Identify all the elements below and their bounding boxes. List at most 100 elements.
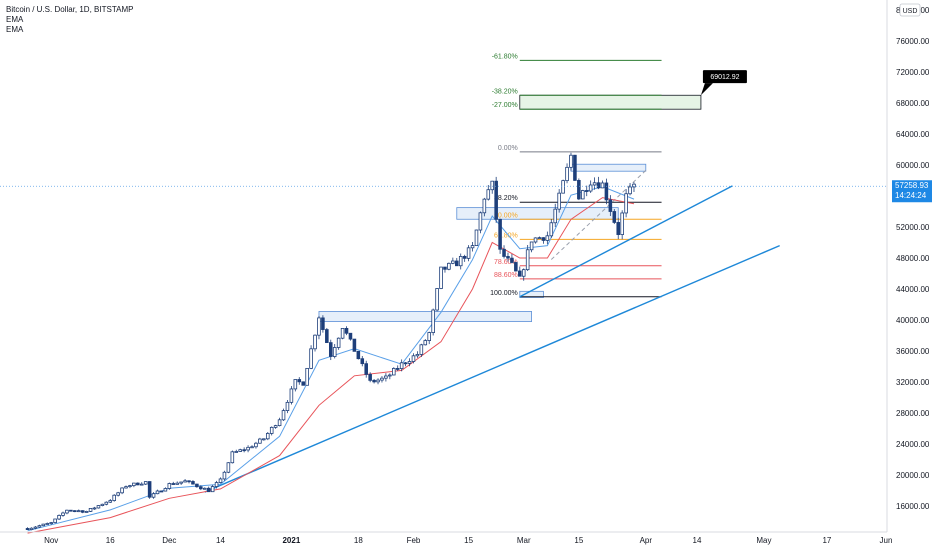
candle	[139, 483, 144, 486]
candle	[25, 528, 30, 530]
callout-pointer	[700, 83, 713, 96]
price-label-box	[892, 180, 932, 203]
candle	[569, 154, 573, 168]
candle	[317, 317, 321, 336]
candle	[391, 368, 396, 376]
target-callout-label: 69012.92	[710, 74, 739, 81]
x-tick-label: Jun	[880, 536, 893, 545]
candle	[206, 487, 211, 493]
candle	[297, 379, 302, 383]
candle	[525, 249, 530, 271]
candle	[466, 247, 471, 259]
candle	[124, 486, 128, 489]
candle	[549, 222, 554, 237]
candle	[360, 358, 365, 365]
candle	[210, 486, 215, 493]
fib-level-label: 50.00%	[494, 212, 518, 219]
candle	[388, 374, 392, 377]
candle	[348, 332, 353, 340]
target-callout-box	[702, 70, 747, 84]
candle	[557, 192, 561, 210]
candle	[73, 510, 77, 513]
candle	[214, 482, 219, 487]
candle	[344, 328, 349, 334]
candle	[600, 182, 605, 189]
candle	[584, 190, 589, 192]
candle	[592, 182, 597, 186]
fib-level-label: 100.00%	[490, 290, 518, 297]
candle	[455, 260, 459, 267]
candle	[33, 526, 38, 529]
y-tick-label: 68000.00	[896, 99, 930, 108]
candle	[143, 481, 148, 485]
candle	[533, 237, 538, 243]
candle	[199, 486, 203, 490]
y-tick-label: 36000.00	[896, 347, 930, 356]
fib-level-label: 88.60%	[494, 272, 518, 279]
candle	[474, 229, 479, 246]
candle	[37, 525, 42, 528]
candle	[313, 334, 317, 350]
candle	[482, 198, 487, 214]
y-tick-label: 44000.00	[896, 285, 930, 294]
x-tick-label: 15	[464, 536, 473, 545]
candle	[608, 199, 613, 212]
candle	[222, 471, 227, 480]
candle	[273, 425, 278, 428]
candle	[451, 260, 455, 264]
candle	[167, 483, 172, 489]
candle	[84, 511, 89, 513]
candle	[340, 328, 345, 339]
candle	[128, 485, 132, 488]
x-tick-label: 16	[106, 536, 115, 545]
candle	[285, 401, 290, 412]
fib-extension-label: -61.80%	[492, 53, 518, 60]
candle	[435, 288, 439, 311]
candle	[265, 433, 270, 440]
candle	[419, 344, 424, 355]
candle	[136, 482, 140, 486]
support-resistance-zone	[570, 163, 647, 172]
candle	[262, 438, 266, 441]
y-tick-label: 32000.00	[896, 378, 930, 387]
candle	[179, 481, 183, 484]
candle	[69, 509, 73, 512]
candle	[447, 262, 451, 270]
candle	[57, 515, 61, 520]
candle	[301, 381, 305, 386]
ema-indicator-2[interactable]: EMA	[6, 25, 24, 34]
candle	[411, 355, 416, 362]
candle	[325, 329, 329, 344]
candle	[616, 222, 621, 235]
candle	[462, 256, 467, 259]
candle	[470, 245, 475, 249]
y-tick-label: 28000.00	[896, 409, 930, 418]
candle	[183, 480, 187, 483]
candle	[518, 270, 522, 277]
fib-level-label: 78.60%	[494, 259, 518, 266]
x-tick-label: Mar	[517, 536, 531, 545]
candle	[305, 367, 309, 386]
candle	[104, 501, 109, 505]
candle	[309, 348, 313, 369]
ema-indicator-1[interactable]: EMA	[6, 15, 24, 24]
y-tick-label: 20000.00	[896, 471, 930, 480]
candle	[151, 493, 156, 498]
candle	[191, 481, 195, 485]
candle	[281, 410, 286, 421]
y-tick-label: 16000.00	[896, 502, 930, 511]
candle	[545, 235, 550, 241]
x-tick-label: 17	[822, 536, 831, 545]
candle	[132, 482, 136, 487]
candle	[514, 262, 518, 272]
y-tick-label: 48000.00	[896, 254, 930, 263]
x-tick-label: Nov	[44, 536, 58, 545]
y-tick-label: 40000.00	[896, 316, 930, 325]
candle	[269, 426, 274, 434]
candle	[61, 512, 65, 516]
candle	[242, 449, 246, 452]
candle	[250, 446, 254, 449]
symbol-title[interactable]: Bitcoin / U.S. Dollar, 1D, BITSTAMP	[6, 5, 134, 14]
